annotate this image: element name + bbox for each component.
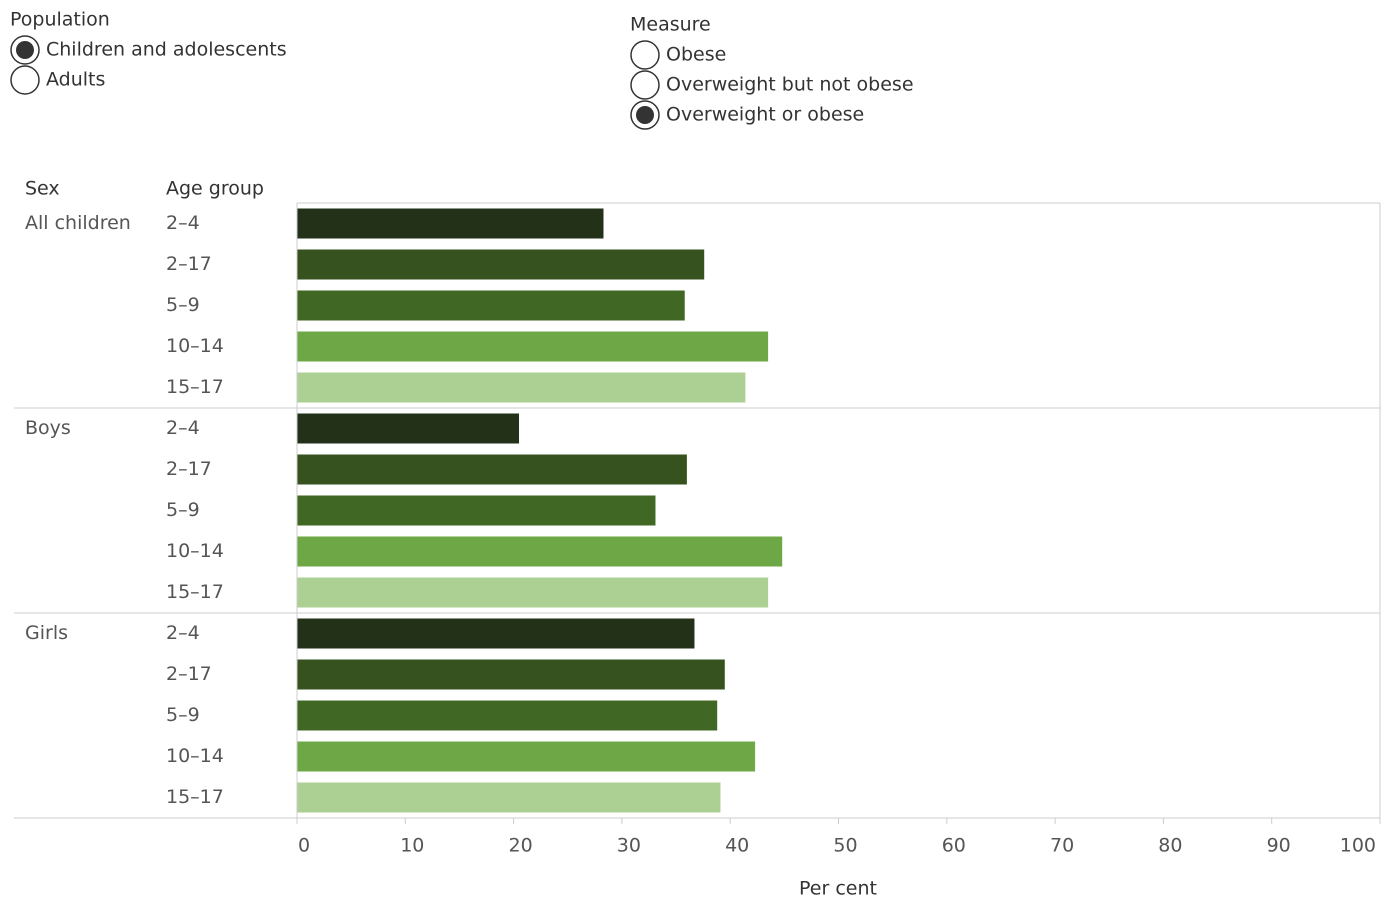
category-label: 2–17 <box>166 458 212 480</box>
bar <box>297 372 746 403</box>
radio-button[interactable] <box>10 65 40 95</box>
bar <box>297 618 695 649</box>
measure-title: Measure <box>630 14 711 36</box>
category-label: 10–14 <box>166 540 224 562</box>
bar <box>297 536 783 567</box>
category-label: 2–17 <box>166 663 212 685</box>
category-label: 2–4 <box>166 417 200 439</box>
bar <box>297 577 769 608</box>
bar <box>297 454 687 485</box>
radio-dot <box>636 106 654 124</box>
category-label: 2–4 <box>166 622 200 644</box>
x-tick-label: 100 <box>1340 835 1376 857</box>
radio-label[interactable]: Overweight but not obese <box>666 74 914 96</box>
radio-label[interactable]: Adults <box>46 69 105 91</box>
radio-dot <box>16 41 34 59</box>
category-label: 2–4 <box>166 212 200 234</box>
radio-label[interactable]: Obese <box>666 44 726 66</box>
bar <box>297 495 656 526</box>
bar <box>297 249 705 280</box>
bar <box>297 659 725 690</box>
radio-label[interactable]: Children and adolescents <box>46 39 287 61</box>
bar <box>297 413 520 444</box>
group-label: Boys <box>25 417 71 439</box>
category-label: 10–14 <box>166 745 224 767</box>
bar <box>297 741 756 772</box>
x-axis-title: Per cent <box>799 878 877 899</box>
x-tick-label: 30 <box>617 835 641 857</box>
x-tick-label: 80 <box>1158 835 1182 857</box>
radio-button[interactable] <box>630 40 660 70</box>
bar <box>297 782 721 813</box>
x-tick-label: 10 <box>400 835 424 857</box>
group-label: All children <box>25 212 131 234</box>
category-label: 2–17 <box>166 253 212 275</box>
category-label: 10–14 <box>166 335 224 357</box>
bar <box>297 331 769 362</box>
x-tick-label: 40 <box>725 835 749 857</box>
x-tick-label: 0 <box>298 835 310 857</box>
x-tick-label: 90 <box>1267 835 1291 857</box>
radio-label[interactable]: Overweight or obese <box>666 104 864 126</box>
bar <box>297 700 718 731</box>
category-label: 15–17 <box>166 376 224 398</box>
radio-button[interactable] <box>630 70 660 100</box>
category-label: 5–9 <box>166 704 200 726</box>
population-title: Population <box>10 9 110 31</box>
x-tick-label: 70 <box>1050 835 1074 857</box>
category-label: 5–9 <box>166 499 200 521</box>
x-tick-label: 60 <box>942 835 966 857</box>
category-header: Age group <box>166 178 264 200</box>
bar <box>297 290 685 321</box>
category-label: 5–9 <box>166 294 200 316</box>
category-label: 15–17 <box>166 786 224 808</box>
category-label: 15–17 <box>166 581 224 603</box>
group-label: Girls <box>25 622 68 644</box>
group-header: Sex <box>25 178 60 200</box>
x-tick-label: 50 <box>833 835 857 857</box>
bar <box>297 208 604 239</box>
x-tick-label: 20 <box>509 835 533 857</box>
